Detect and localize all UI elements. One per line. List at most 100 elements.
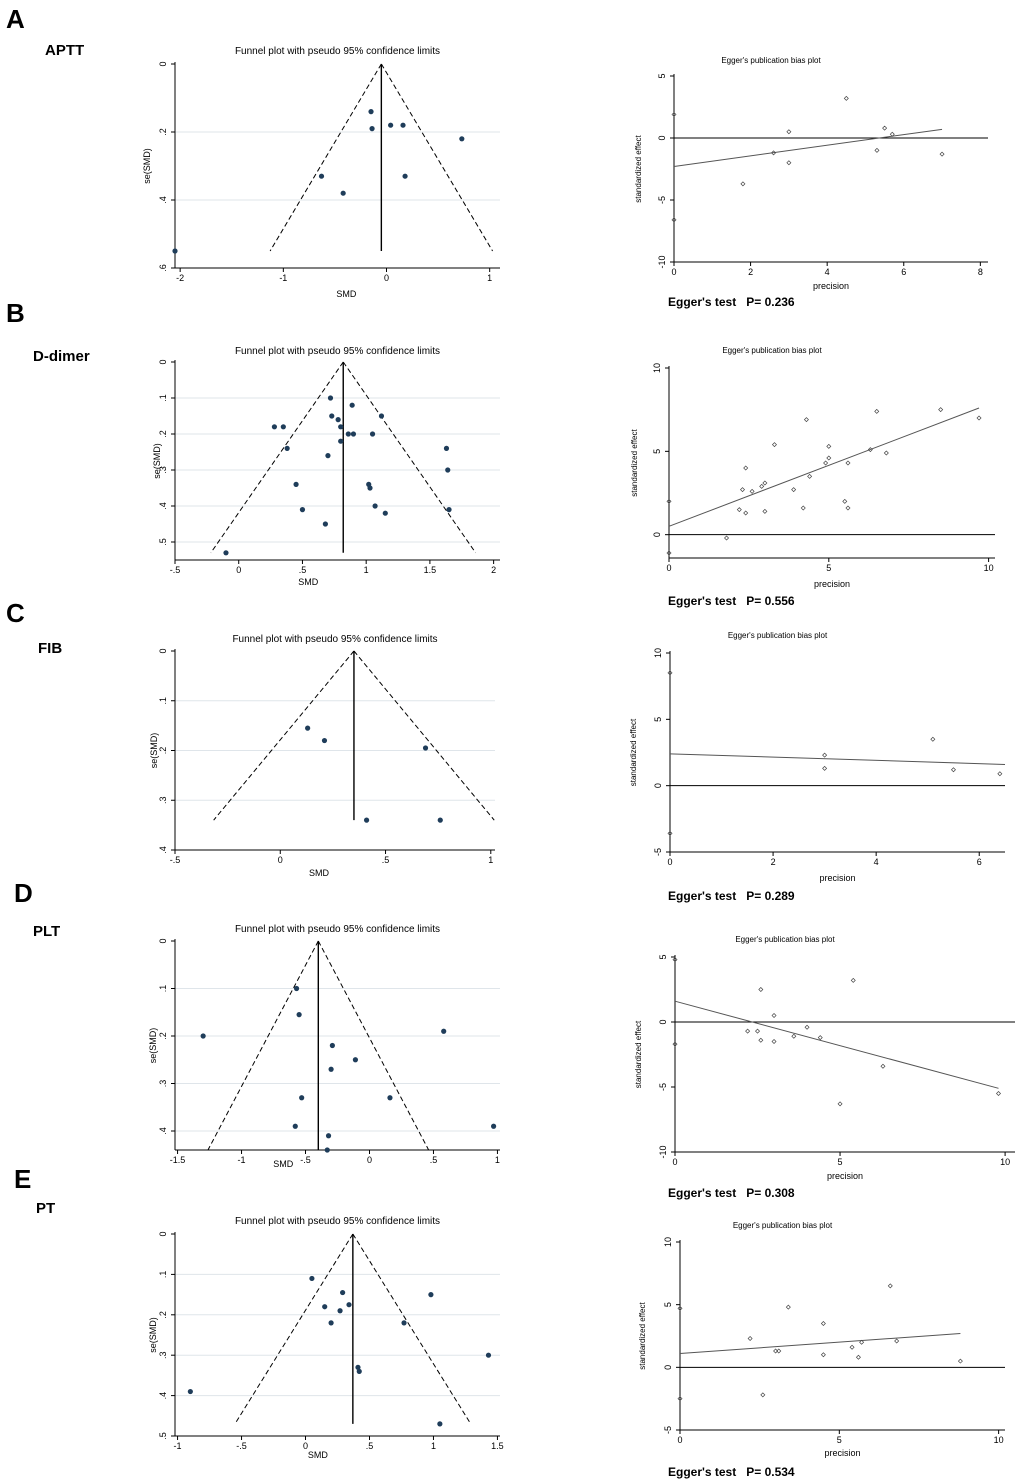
x-tick-label: 0 (672, 1157, 677, 1167)
y-tick-label: 0 (158, 1231, 168, 1236)
panel-c-egger-result: Egger's test P= 0.289 (668, 889, 795, 903)
regression-line (674, 1000, 999, 1089)
funnel-d-chart: Funnel plot with pseudo 95% confidence l… (148, 924, 500, 1169)
chart-title: Egger's publication bias plot (728, 631, 828, 640)
egger-a-chart: Egger's publication bias plot -10 -5 0 5 0 2 4 6… (634, 56, 988, 291)
study-point (822, 752, 828, 758)
panel-d-variable: PLT (33, 923, 61, 940)
study-point (850, 977, 856, 983)
study-point (874, 147, 880, 153)
x-axis-label: precision (827, 1171, 863, 1181)
study-point (791, 487, 797, 493)
pseudo-ci-right (352, 1233, 472, 1425)
egger-test-label: Egger's test (668, 1186, 737, 1200)
chart-title: Egger's publication bias plot (735, 935, 835, 944)
study-point (322, 521, 328, 527)
study-point (889, 131, 895, 137)
pseudo-ci-right (317, 940, 430, 1151)
egger-p-value: P= 0.289 (746, 889, 795, 903)
x-tick-label: -1 (174, 1441, 182, 1451)
x-tick-label: 2 (771, 857, 776, 867)
chart-title: Funnel plot with pseudo 95% confidence l… (232, 634, 437, 645)
regression-line (679, 1332, 961, 1355)
study-point (743, 510, 749, 516)
x-axis-label: precision (824, 1448, 860, 1458)
study-point (293, 985, 300, 992)
x-tick-label: 1 (488, 855, 493, 865)
y-tick-label: 0 (657, 135, 667, 140)
egger-c-chart: Egger's publication bias plot -5 0 5 10 0 2 4 6 p… (629, 631, 1006, 883)
x-tick-label: 1.5 (424, 565, 437, 575)
study-point (446, 507, 452, 513)
y-tick-label: .2 (158, 430, 168, 438)
study-point (957, 1358, 963, 1364)
study-point (826, 443, 832, 449)
y-tick-label: -10 (657, 255, 667, 268)
x-tick-label: 0 (666, 563, 671, 573)
study-point (401, 1320, 407, 1326)
study-point (445, 467, 451, 473)
study-point (352, 1057, 359, 1063)
study-point (771, 150, 777, 156)
study-point (292, 1123, 298, 1129)
y-tick-label: -10 (658, 1145, 668, 1158)
y-tick-label: .4 (158, 196, 168, 204)
study-point (773, 1348, 779, 1354)
study-point (845, 505, 851, 511)
study-point (760, 1392, 766, 1398)
study-point (299, 507, 306, 513)
study-point (939, 151, 945, 157)
x-tick-label: 8 (978, 267, 983, 277)
study-point (345, 431, 351, 437)
study-point (823, 460, 829, 466)
panel-e-variable: PT (36, 1200, 56, 1217)
chart-title: Funnel plot with pseudo 95% confidence l… (235, 1216, 440, 1227)
study-point (402, 173, 408, 179)
y-tick-label: .3 (158, 466, 168, 474)
study-point (443, 445, 450, 451)
y-axis-label: standardized effect (634, 1020, 643, 1088)
study-point (459, 136, 465, 142)
y-tick-label: .4 (158, 1127, 168, 1135)
chart-title: Egger's publication bias plot (721, 56, 821, 65)
study-point (327, 395, 334, 401)
y-tick-label: .4 (158, 1392, 168, 1400)
x-tick-label: 1 (487, 273, 492, 283)
x-tick-label: 5 (826, 563, 831, 573)
y-axis-label: standardized effect (629, 718, 638, 786)
panel-b-variable: D-dimer (33, 348, 90, 365)
x-tick-label: 0 (367, 1155, 372, 1165)
study-point (200, 1033, 206, 1039)
study-point (271, 424, 278, 430)
study-point (950, 767, 956, 773)
y-axis-label: standardized effect (638, 1301, 647, 1369)
x-tick-label: -.5 (170, 565, 181, 575)
study-point (672, 1041, 678, 1047)
study-point (400, 122, 406, 128)
x-tick-label: 10 (994, 1435, 1004, 1445)
x-axis-label: SMD (309, 868, 330, 878)
chart-title: Egger's publication bias plot (722, 346, 822, 355)
egger-test-label: Egger's test (668, 1465, 737, 1479)
study-point (976, 415, 982, 421)
x-tick-label: .5 (366, 1441, 374, 1451)
study-point (997, 771, 1003, 777)
y-tick-label: .1 (158, 1271, 168, 1279)
y-tick-label: 5 (663, 1302, 673, 1307)
egger-p-value: P= 0.308 (746, 1186, 795, 1200)
y-axis-label: standardized effect (630, 428, 639, 496)
study-point (758, 1037, 764, 1043)
x-tick-label: 2 (748, 267, 753, 277)
study-point (437, 817, 443, 823)
study-point (666, 550, 672, 556)
pseudo-ci-right (380, 63, 494, 252)
study-point (328, 1320, 334, 1326)
x-tick-label: 6 (901, 267, 906, 277)
study-point (325, 1133, 332, 1139)
study-point (894, 1338, 900, 1344)
panel-c-variable: FIB (38, 640, 63, 657)
x-tick-label: 4 (874, 857, 879, 867)
study-point (791, 1033, 797, 1039)
study-point (293, 481, 299, 487)
study-point (437, 1421, 443, 1427)
